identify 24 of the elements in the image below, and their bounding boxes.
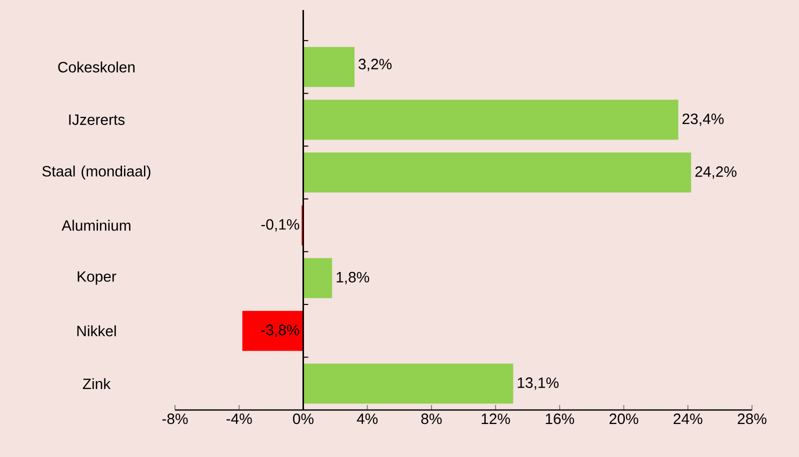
y-tick-label: Staal (mondiaal) <box>42 166 150 180</box>
x-tick-label: -4% <box>226 414 252 424</box>
data-label: 13,1% <box>518 377 559 390</box>
x-tick-label: 4% <box>356 414 378 424</box>
y-tick-label: Cokeskolen <box>58 62 135 72</box>
x-tick-label: 20% <box>610 414 638 424</box>
data-label: 24,2% <box>695 166 736 179</box>
x-tick-label: 12% <box>482 414 510 424</box>
x-tick-label: 24% <box>674 414 702 424</box>
x-tick-label: -8% <box>162 414 188 424</box>
x-tick-label: 28% <box>738 414 766 424</box>
x-tick-label: 0% <box>293 414 314 424</box>
x-tick-label: 16% <box>546 414 574 424</box>
y-tick-label: Zink <box>82 378 111 390</box>
data-label: -0,1% <box>261 219 300 232</box>
y-tick-label: Nikkel <box>77 325 116 336</box>
data-label: 23,4% <box>682 114 724 126</box>
y-tick-label: IJzererts <box>69 114 125 125</box>
y-tick-label: Aluminium <box>62 220 130 231</box>
data-label: -3,8% <box>261 324 300 337</box>
x-tick-label: 8% <box>421 414 442 424</box>
data-label: 3,2% <box>358 58 392 72</box>
data-label: 1,8% <box>336 272 370 284</box>
y-tick-label: Koper <box>78 271 116 285</box>
